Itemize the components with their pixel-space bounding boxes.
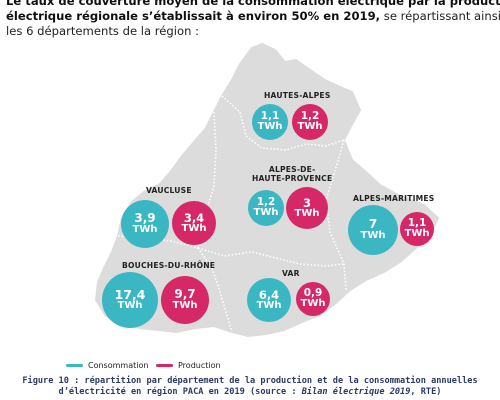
value-production-var: 0,9 <box>303 287 323 300</box>
legend-production: Production <box>156 361 221 370</box>
bubble-consumption-alpes-de-haute-provence: 1,2 TWh <box>248 190 284 226</box>
caption-line-2-post: , RTE) <box>410 387 442 397</box>
unit-label: TWh <box>253 207 279 219</box>
legend-consumption: Consommation <box>66 361 148 370</box>
bubble-consumption-alpes-maritimes: 7 TWh <box>348 205 398 255</box>
label-vaucluse: VAUCLUSE <box>146 186 192 195</box>
label-alpes-maritimes: ALPES-MARITIMES <box>353 194 435 203</box>
unit-label: TWh <box>132 224 158 236</box>
intro-text: Le taux de couverture moyen de la consom… <box>6 0 500 39</box>
label-ahp-line-2: HAUTE-PROVENCE <box>252 174 333 183</box>
caption-source-title: Bilan électrique 2019 <box>301 387 411 397</box>
intro-line-2-rest: se répartissant ainsi en <box>383 9 500 23</box>
value-production-vaucluse: 3,4 <box>183 210 205 225</box>
legend-consumption-label: Consommation <box>88 361 149 370</box>
value-consumption-var: 6,4 <box>258 287 280 302</box>
border-hautes-alpes <box>221 95 345 151</box>
value-production-bouches-du-rhone: 9,7 <box>174 287 196 302</box>
bubble-production-hautes-alpes: 1,2 TWh <box>292 104 328 140</box>
unit-label: TWh <box>297 121 323 133</box>
bubble-consumption-var: 6,4 TWh <box>247 278 291 322</box>
bubble-consumption-hautes-alpes: 1,1 TWh <box>252 104 288 140</box>
intro-line-2-bold: électrique régionale s’établissait à env… <box>6 9 381 23</box>
value-consumption-bouches-du-rhone: 17,4 <box>114 287 146 303</box>
intro-line-3: les 6 départements de la région : <box>6 24 200 38</box>
border-bdr-east <box>197 247 233 333</box>
value-consumption-vaucluse: 3,9 <box>134 211 156 226</box>
border-alpes-maritimes <box>325 139 347 291</box>
label-hautes-alpes: HAUTES-ALPES <box>264 91 331 100</box>
unit-label: TWh <box>404 228 430 240</box>
unit-label: TWh <box>181 222 207 234</box>
figure-caption: Figure 10 : répartition par département … <box>0 376 500 398</box>
value-production-alpes-maritimes: 1,1 <box>407 217 427 230</box>
caption-line-1: Figure 10 : répartition par département … <box>22 376 478 386</box>
bubble-production-bouches-du-rhone: 9,7 TWh <box>161 276 209 324</box>
bubble-production-alpes-de-haute-provence: 3 TWh <box>286 187 328 229</box>
bubble-production-vaucluse: 3,4 TWh <box>172 201 216 245</box>
value-consumption-alpes-maritimes: 7 <box>368 217 378 232</box>
value-production-hautes-alpes: 1,2 <box>300 110 320 123</box>
label-bouches-du-rhone: BOUCHES-DU-RHÔNE <box>122 261 216 270</box>
legend-production-label: Production <box>178 361 221 370</box>
bubble-consumption-bouches-du-rhone: 17,4 TWh <box>102 272 158 328</box>
label-ahp-line-1: ALPES-DE- <box>268 165 316 174</box>
label-alpes-de-haute-provence: ALPES-DE- HAUTE-PROVENCE <box>252 165 332 183</box>
label-var: VAR <box>282 269 300 278</box>
unit-label: TWh <box>294 207 320 219</box>
bubble-production-var: 0,9 TWh <box>296 282 330 316</box>
department-borders <box>117 95 347 333</box>
bubble-consumption-vaucluse: 3,9 TWh <box>121 200 169 248</box>
value-production-ahp: 3 <box>302 195 311 210</box>
unit-label: TWh <box>257 121 283 133</box>
unit-label: TWh <box>256 299 282 311</box>
legend-production-swatch <box>156 364 173 367</box>
value-consumption-ahp: 1,2 <box>256 196 276 209</box>
value-consumption-hautes-alpes: 1,1 <box>260 110 280 123</box>
intro-line-1: Le taux de couverture moyen de la consom… <box>6 0 500 8</box>
border-vaucluse-east <box>197 111 217 249</box>
bubble-production-alpes-maritimes: 1,1 TWh <box>400 212 434 246</box>
unit-label: TWh <box>300 298 326 310</box>
unit-label: TWh <box>172 300 198 312</box>
caption-line-2-pre: d’électricité en région PACA en 2019 (so… <box>58 387 302 397</box>
legend-consumption-swatch <box>66 364 83 367</box>
unit-label: TWh <box>117 300 143 312</box>
unit-label: TWh <box>360 230 386 242</box>
